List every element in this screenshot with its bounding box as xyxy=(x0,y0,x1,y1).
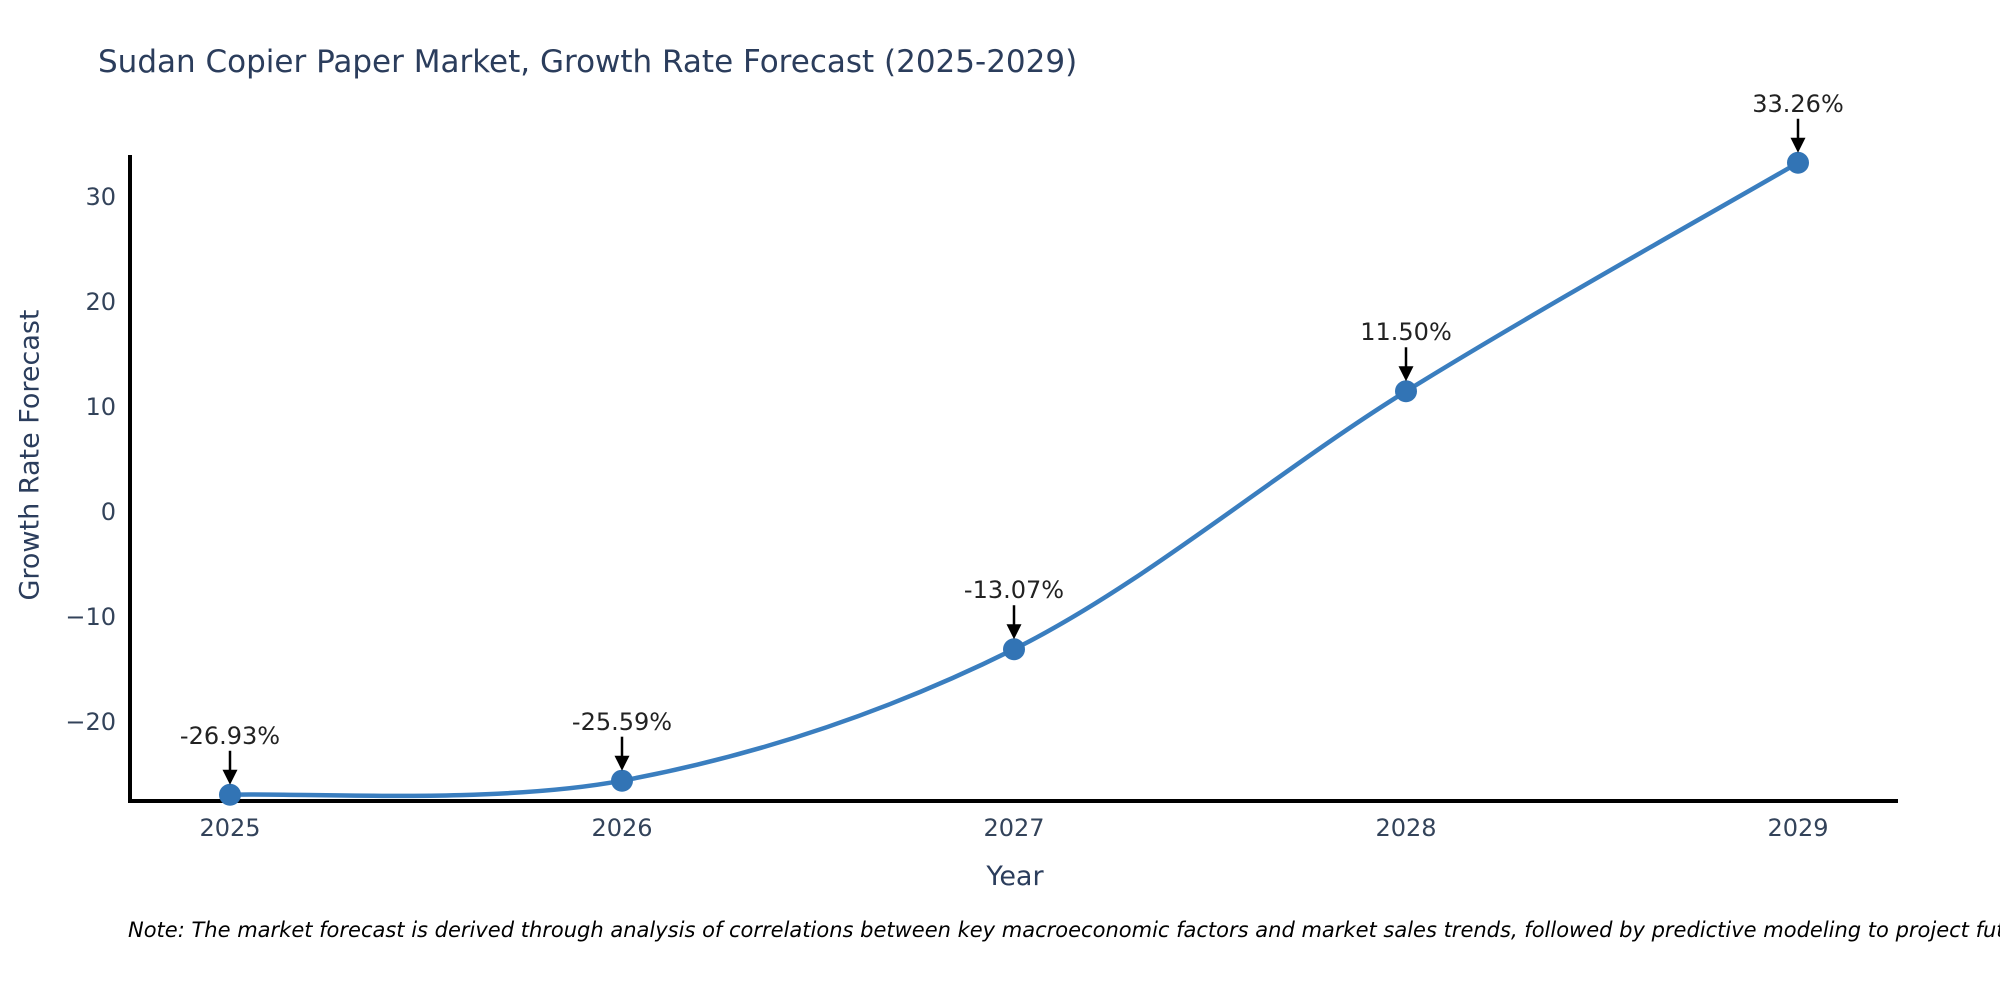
footnote: Note: The market forecast is derived thr… xyxy=(128,918,2000,942)
x-tick-label: 2029 xyxy=(1767,814,1829,842)
annotation-arrow-head xyxy=(1398,366,1414,382)
y-tick-label: −20 xyxy=(65,708,116,736)
annotation-arrow-head xyxy=(222,769,238,785)
annotation-arrow-head xyxy=(614,755,630,771)
y-tick-label: 10 xyxy=(85,393,116,421)
x-axis-title: Year xyxy=(986,861,1044,892)
chart-title: Sudan Copier Paper Market, Growth Rate F… xyxy=(98,44,1078,80)
x-tick-label: 2027 xyxy=(983,814,1045,842)
x-tick-label: 2028 xyxy=(1375,814,1437,842)
annotation-arrow-head xyxy=(1790,137,1806,153)
y-tick-label: 30 xyxy=(85,183,116,211)
trace-line xyxy=(227,160,1801,799)
data-point-marker xyxy=(1395,380,1417,403)
point-annotation: -26.93% xyxy=(179,721,281,750)
annotation-arrow-head xyxy=(1006,624,1022,640)
point-annotation: -25.59% xyxy=(571,707,673,736)
y-tick-label: 20 xyxy=(85,288,116,316)
data-point-marker xyxy=(1787,151,1809,174)
data-point-marker xyxy=(611,769,633,792)
data-point-marker xyxy=(1003,638,1025,661)
y-tick-label: −10 xyxy=(65,603,116,631)
x-tick-label: 2025 xyxy=(199,814,261,842)
x-tick-label: 2026 xyxy=(591,814,653,842)
point-annotation: -13.07% xyxy=(963,576,1065,605)
point-annotation: 33.26% xyxy=(1752,89,1844,118)
point-annotation: 11.50% xyxy=(1360,318,1452,347)
y-tick-label: 0 xyxy=(100,498,116,526)
data-point-marker xyxy=(219,783,241,806)
